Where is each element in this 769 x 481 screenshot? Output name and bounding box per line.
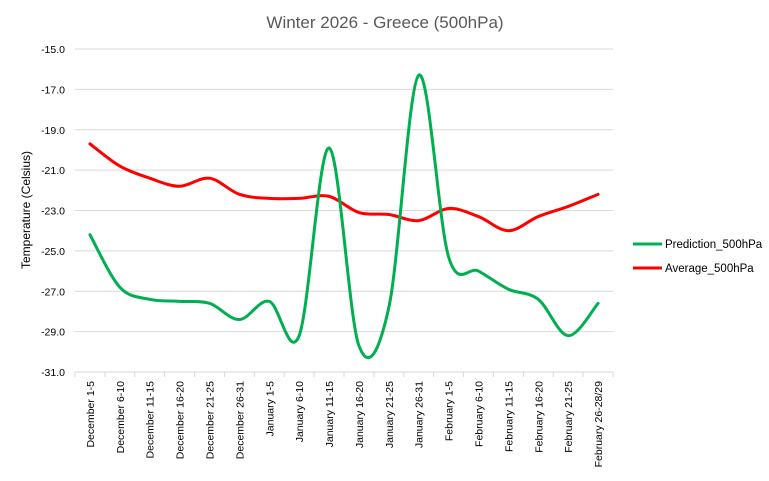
gridlines <box>75 48 613 333</box>
prediction-500hpa-line <box>88 73 600 360</box>
legend-label-prediction-500hpa: Prediction_500hPa <box>665 239 763 251</box>
y-tick-label: -23.0 <box>41 206 65 218</box>
y-tick-label: -15.0 <box>41 44 65 56</box>
y-tick-label: -29.0 <box>41 327 65 339</box>
y-axis-ticks: -15.0 -17.0 -19.0 -21.0 -23.0 -25.0 -27.0 -29.0… <box>41 44 65 379</box>
x-tick-label: February 1-5 <box>444 381 456 441</box>
x-tick-label: February 6-10 <box>474 381 486 447</box>
chart-title: Winter 2026 - Greece (500hPa) <box>266 13 503 32</box>
x-tick-label: December 1-5 <box>85 381 97 448</box>
x-tick-label: December 6-10 <box>115 381 127 454</box>
y-tick-label: -31.0 <box>41 367 65 379</box>
x-tick-label: January 6-10 <box>294 381 306 442</box>
x-tick-label: December 26-31 <box>234 381 246 459</box>
x-tick-label: January 1-5 <box>264 381 276 437</box>
x-axis-ticks: December 1-5 December 6-10 December 11-15 D… <box>85 381 605 468</box>
x-tick-label: December 11-15 <box>145 381 157 459</box>
legend-label-average-500hpa: Average_500hPa <box>665 263 754 275</box>
y-tick-label: -19.0 <box>41 125 65 137</box>
x-tick-label: February 21-25 <box>563 381 575 453</box>
x-tick-label: January 21-25 <box>384 381 396 448</box>
y-axis-label: Temperature (Celsius) <box>19 151 33 269</box>
legend: Prediction_500hPa Average_500hPa <box>633 239 763 275</box>
x-tick-label: January 26-31 <box>414 381 426 448</box>
x-tick-label: December 21-25 <box>205 381 217 459</box>
x-tick-label: December 16-20 <box>175 381 187 459</box>
x-tick-label: February 11-15 <box>503 381 515 452</box>
y-tick-label: -25.0 <box>41 246 65 258</box>
y-tick-label: -17.0 <box>41 84 65 96</box>
x-tick-label: February 16-20 <box>533 381 545 453</box>
series-lines <box>88 73 600 360</box>
x-tick-label: January 11-15 <box>324 381 336 448</box>
x-tick-label: February 26-28/29 <box>593 381 605 468</box>
x-axis <box>74 371 614 377</box>
x-tick-label: January 16-20 <box>354 381 366 448</box>
average-500hpa-line <box>88 142 600 233</box>
y-tick-label: -27.0 <box>41 286 65 298</box>
y-tick-label: -21.0 <box>41 165 65 177</box>
